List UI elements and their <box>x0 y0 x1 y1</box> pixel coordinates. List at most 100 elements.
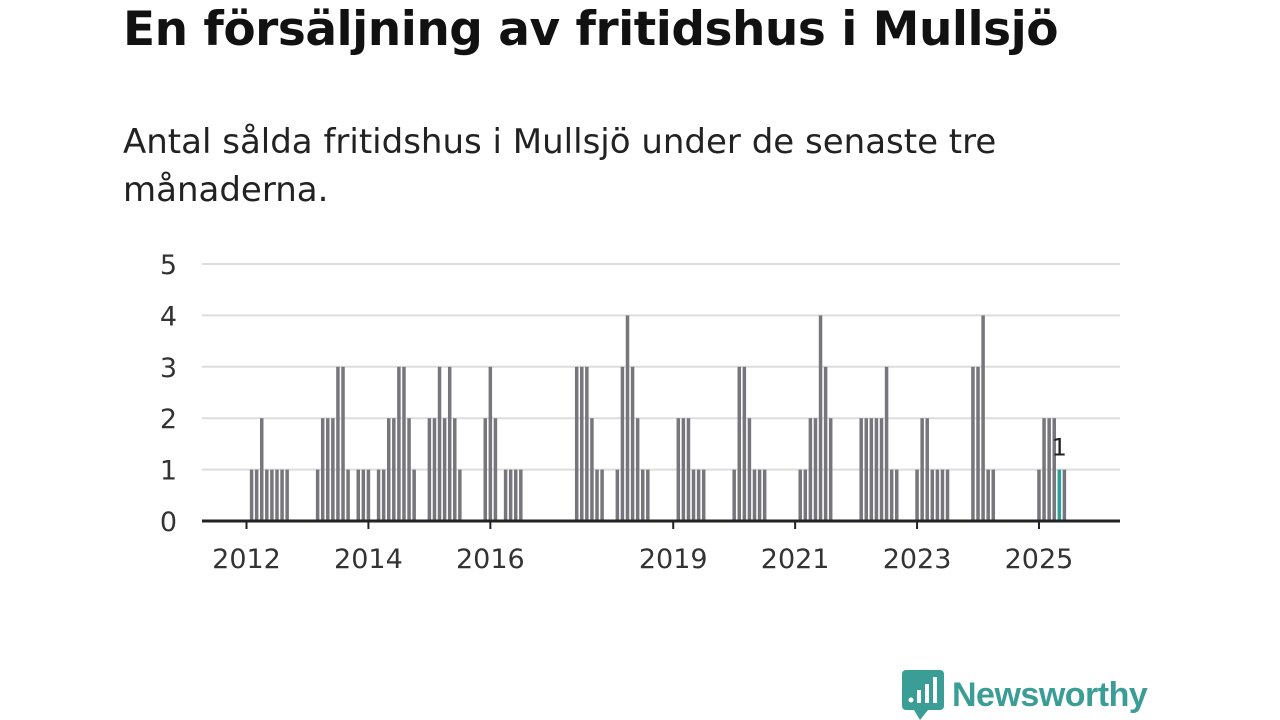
bar <box>986 469 990 521</box>
newsworthy-logo-icon <box>902 670 944 720</box>
bar <box>874 418 879 521</box>
bar <box>447 366 452 521</box>
page-title: En försäljning av fritidshus i Mullsjö <box>123 2 1059 57</box>
bar <box>808 418 813 521</box>
bar <box>686 418 691 521</box>
bar <box>615 469 620 521</box>
bar <box>701 469 706 521</box>
bar <box>407 418 411 521</box>
bar <box>915 469 919 521</box>
bar <box>508 469 513 521</box>
bar <box>971 366 975 521</box>
bar <box>315 469 320 521</box>
bar <box>976 366 980 521</box>
bar <box>361 469 366 521</box>
x-tick-label: 2025 <box>1005 544 1074 575</box>
bar <box>925 418 929 521</box>
y-tick-label: 1 <box>160 456 177 487</box>
bar <box>823 366 828 521</box>
bar <box>635 418 640 521</box>
bar <box>1062 469 1067 521</box>
x-tick-label: 2016 <box>456 544 525 575</box>
bar <box>453 418 457 521</box>
y-tick-label: 5 <box>160 250 177 281</box>
bar <box>265 469 269 521</box>
chart-subtitle: Antal sålda fritidshus i Mullsjö under d… <box>123 122 997 210</box>
bar <box>798 469 802 521</box>
y-tick-label: 2 <box>160 404 177 435</box>
bar <box>585 366 589 521</box>
bar <box>1047 418 1051 521</box>
x-tick-label: 2012 <box>212 544 281 575</box>
bar <box>386 418 391 521</box>
bar <box>376 469 381 521</box>
bar <box>432 418 437 521</box>
bar <box>412 469 416 521</box>
bar <box>859 418 863 521</box>
bar <box>483 418 488 521</box>
bar <box>341 366 345 521</box>
bar <box>625 315 630 521</box>
bar <box>742 366 747 521</box>
bar <box>935 469 940 521</box>
bar <box>275 469 279 521</box>
bar <box>864 418 869 521</box>
bar <box>326 418 330 521</box>
bar <box>346 469 350 521</box>
bar <box>259 418 264 521</box>
bar <box>590 418 594 521</box>
bar <box>646 469 650 521</box>
bar <box>280 469 284 521</box>
bar <box>981 315 985 521</box>
bar <box>488 366 493 521</box>
bar <box>458 469 462 521</box>
bar <box>737 366 742 521</box>
bar <box>427 418 432 521</box>
bar <box>813 418 818 521</box>
bar <box>595 469 599 521</box>
bar <box>889 469 894 521</box>
bar <box>920 418 924 521</box>
x-tick-label: 2019 <box>639 544 708 575</box>
bar <box>503 469 508 521</box>
bar <box>381 469 386 521</box>
bar <box>757 469 762 521</box>
brand-name: Newsworthy <box>952 675 1148 714</box>
y-tick-label: 4 <box>160 301 177 332</box>
bar <box>1037 469 1041 521</box>
bar <box>940 469 945 521</box>
bar <box>442 418 447 521</box>
bar <box>930 469 935 521</box>
bar <box>676 418 681 521</box>
x-tick-label: 2021 <box>761 544 830 575</box>
bar <box>574 366 579 521</box>
bar <box>620 366 625 521</box>
bar <box>894 469 899 521</box>
bar <box>818 315 823 521</box>
x-tick-label: 2014 <box>334 544 403 575</box>
highlight-bar <box>1057 469 1062 521</box>
bar <box>828 418 833 521</box>
bar <box>747 418 752 521</box>
bar <box>732 469 736 521</box>
bar <box>437 366 442 521</box>
bar <box>513 469 518 521</box>
bar <box>630 366 635 521</box>
bar <box>640 469 645 521</box>
x-tick-label: 2023 <box>883 544 952 575</box>
bar <box>580 366 584 521</box>
bar <box>356 469 361 521</box>
bar <box>285 469 289 521</box>
bar <box>519 469 523 521</box>
bar <box>331 418 335 521</box>
bar <box>249 469 254 521</box>
bar <box>884 366 889 521</box>
y-tick-label: 3 <box>160 353 177 384</box>
bar <box>991 469 996 521</box>
bar <box>392 418 396 521</box>
bar <box>1052 418 1056 521</box>
bar <box>681 418 686 521</box>
bar <box>270 469 274 521</box>
bar <box>320 418 325 521</box>
bar <box>366 469 371 521</box>
